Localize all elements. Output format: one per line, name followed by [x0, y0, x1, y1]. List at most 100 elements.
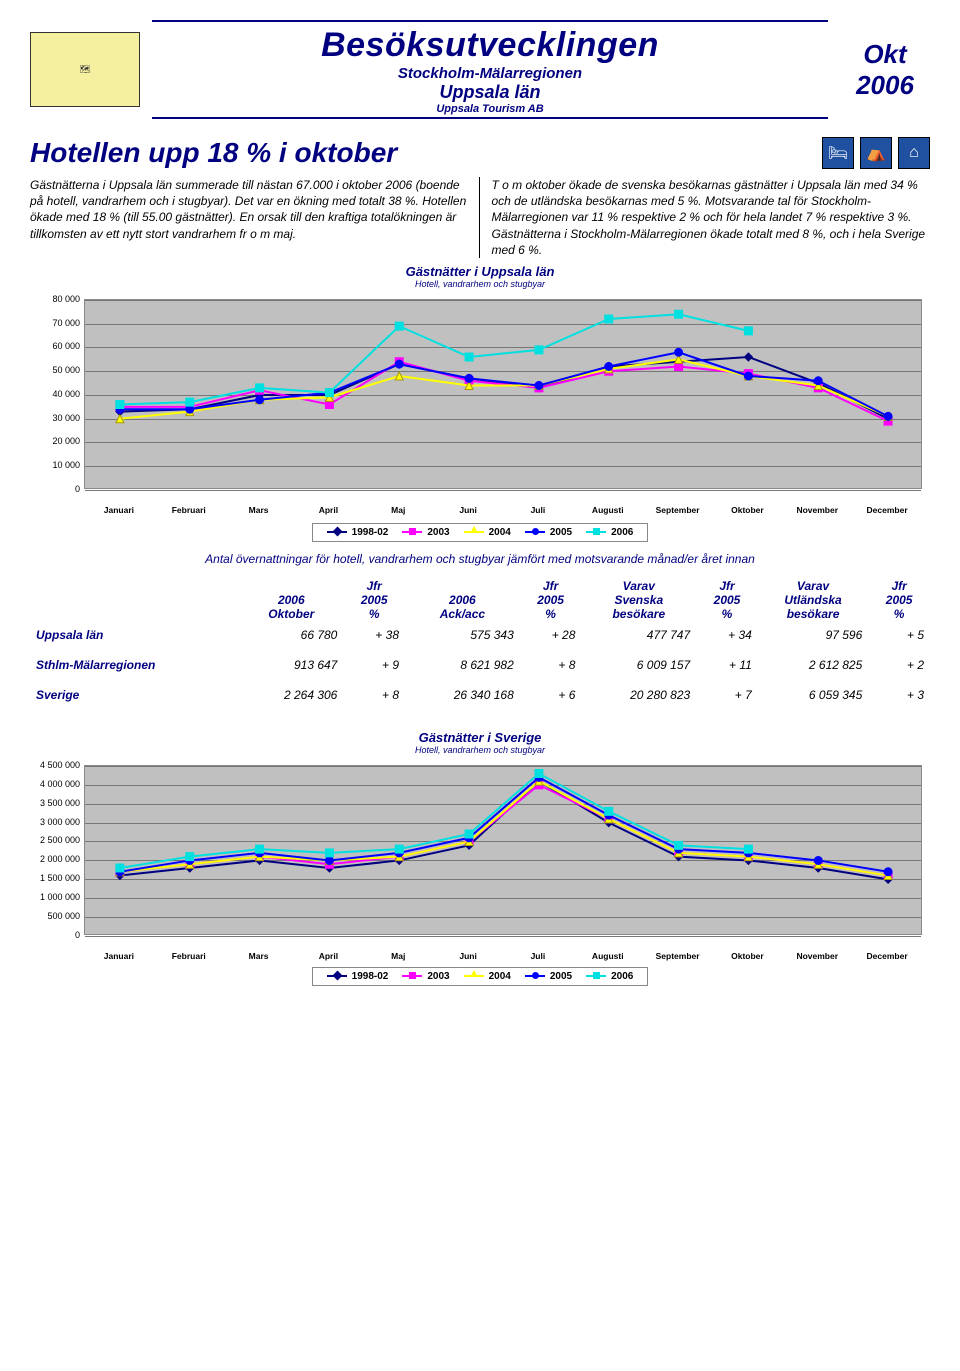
- chart2-subtitle: Hotell, vandrarhem och stugbyar: [30, 745, 930, 755]
- th-svenska: VaravSvenskabesökare: [581, 576, 696, 624]
- x-axis-label: Maj: [391, 505, 405, 515]
- y-axis-label: 30 000: [30, 413, 80, 423]
- row-label: Uppsala län: [30, 624, 239, 646]
- legend-label: 2003: [427, 971, 449, 982]
- x-axis-label: November: [796, 951, 838, 961]
- row-label: Sverige: [30, 684, 239, 706]
- x-axis-label: Mars: [249, 505, 269, 515]
- subtitle-county: Uppsala län: [152, 82, 828, 103]
- legend-item: 2006: [586, 527, 633, 538]
- cell: + 8: [343, 684, 405, 706]
- title-block: Besöksutvecklingen Stockholm-Mälarregion…: [152, 20, 828, 119]
- legend-item: 2004: [464, 971, 511, 982]
- legend-item: 1998-02: [327, 971, 389, 982]
- subtitle-region: Stockholm-Mälarregionen: [152, 65, 828, 82]
- year-label: 2006: [840, 70, 930, 101]
- chart2: 0500 0001 000 0001 500 0002 000 0002 500…: [30, 761, 930, 961]
- legend-label: 2004: [489, 971, 511, 982]
- table-row: Uppsala län66 780+ 38575 343+ 28477 747 +…: [30, 624, 930, 646]
- legend-label: 2005: [550, 971, 572, 982]
- x-axis-label: Oktober: [731, 505, 764, 515]
- cabin-icon: ⌂: [898, 137, 930, 169]
- y-axis-label: 1 000 000: [30, 892, 80, 902]
- y-axis-label: 20 000: [30, 436, 80, 446]
- y-axis-label: 1 500 000: [30, 873, 80, 883]
- data-table: 2006Oktober Jfr2005% 2006Ack/acc Jfr2005…: [30, 576, 930, 714]
- legend-item: 1998-02: [327, 527, 389, 538]
- cell: 20 280 823: [581, 684, 696, 706]
- x-axis-label: Juni: [459, 505, 476, 515]
- cell: 66 780: [239, 624, 343, 646]
- y-axis-label: 80 000: [30, 294, 80, 304]
- cell: 2 264 306: [239, 684, 343, 706]
- table-row: Sverige2 264 306+ 826 340 168+ 620 280 8…: [30, 684, 930, 706]
- headline: Hotellen upp 18 % i oktober: [30, 137, 930, 169]
- hotel-icon: 🛏: [822, 137, 854, 169]
- cell: 26 340 168: [405, 684, 520, 706]
- y-axis-label: 3 500 000: [30, 798, 80, 808]
- cell: + 5: [868, 624, 930, 646]
- th-ack: 2006Ack/acc: [405, 576, 520, 624]
- cell: 913 647: [239, 654, 343, 676]
- x-axis-label: Augusti: [592, 505, 624, 515]
- x-axis-label: Februari: [172, 505, 206, 515]
- legend-item: 2003: [402, 971, 449, 982]
- date-box: Okt 2006: [840, 39, 930, 101]
- x-axis-label: April: [319, 505, 338, 515]
- y-axis-label: 0: [30, 930, 80, 940]
- x-axis-label: April: [319, 951, 338, 961]
- cell: 97 596: [758, 624, 868, 646]
- legend-label: 2006: [611, 971, 633, 982]
- y-axis-label: 40 000: [30, 389, 80, 399]
- cell: + 11: [696, 654, 758, 676]
- x-axis-label: Juni: [459, 951, 476, 961]
- legend-label: 2005: [550, 527, 572, 538]
- th-jfr2: Jfr2005%: [520, 576, 582, 624]
- legend-item: 2005: [525, 971, 572, 982]
- cell: + 28: [520, 624, 582, 646]
- th-utlandska: VaravUtländskabesökare: [758, 576, 868, 624]
- cell: 477 747: [581, 624, 696, 646]
- x-axis-label: Augusti: [592, 951, 624, 961]
- y-axis-label: 3 000 000: [30, 817, 80, 827]
- legend-item: 2003: [402, 527, 449, 538]
- x-axis-label: Januari: [104, 505, 134, 515]
- table-header-row: 2006Oktober Jfr2005% 2006Ack/acc Jfr2005…: [30, 576, 930, 624]
- y-axis-label: 500 000: [30, 911, 80, 921]
- x-axis-label: November: [796, 505, 838, 515]
- x-axis-label: September: [656, 951, 700, 961]
- cell: 6 009 157: [581, 654, 696, 676]
- y-axis-label: 2 000 000: [30, 854, 80, 864]
- body-right: T o m oktober ökade de svenska besökarna…: [492, 177, 931, 258]
- x-axis-label: Juli: [531, 951, 546, 961]
- x-axis-label: December: [867, 951, 908, 961]
- y-axis-label: 70 000: [30, 318, 80, 328]
- legend-item: 2005: [525, 527, 572, 538]
- row-label: Sthlm-Mälarregionen: [30, 654, 239, 676]
- cell: 2 612 825: [758, 654, 868, 676]
- x-axis-label: Oktober: [731, 951, 764, 961]
- legend-label: 1998-02: [352, 971, 389, 982]
- x-axis-label: Januari: [104, 951, 134, 961]
- body-columns: Gästnätterna i Uppsala län summerade til…: [30, 177, 930, 258]
- cell: + 2: [868, 654, 930, 676]
- table-caption: Antal övernattningar för hotell, vandrar…: [30, 552, 930, 566]
- x-axis-label: Mars: [249, 951, 269, 961]
- hostel-icon: ⛺: [860, 137, 892, 169]
- x-axis-label: Februari: [172, 951, 206, 961]
- y-axis-label: 4 000 000: [30, 779, 80, 789]
- th-oktober: 2006Oktober: [239, 576, 343, 624]
- cell: + 38: [343, 624, 405, 646]
- cell: + 6: [520, 684, 582, 706]
- cell: 8 621 982: [405, 654, 520, 676]
- region-map-thumbnail: 🗺: [30, 32, 140, 107]
- chart1-title: Gästnätter i Uppsala län: [30, 264, 930, 279]
- cell: 575 343: [405, 624, 520, 646]
- legend-label: 2004: [489, 527, 511, 538]
- x-axis-label: Maj: [391, 951, 405, 961]
- y-axis-label: 4 500 000: [30, 760, 80, 770]
- chart1-subtitle: Hotell, vandrarhem och stugbyar: [30, 279, 930, 289]
- x-axis-label: December: [867, 505, 908, 515]
- table-row: Sthlm-Mälarregionen913 647+ 98 621 982+ …: [30, 654, 930, 676]
- cell: + 8: [520, 654, 582, 676]
